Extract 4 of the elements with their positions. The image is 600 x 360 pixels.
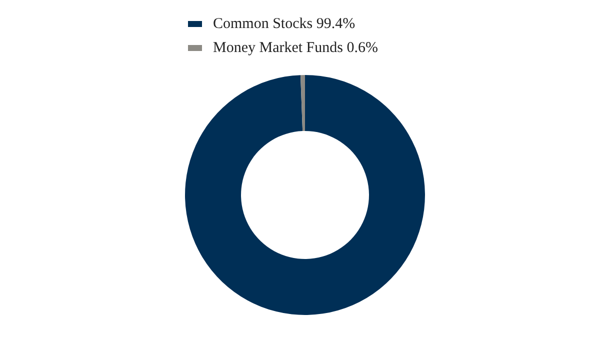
legend-label: Common Stocks 99.4% [213, 16, 356, 32]
donut-slice [300, 75, 305, 132]
donut-slice [185, 75, 425, 315]
legend-label: Money Market Funds 0.6% [213, 40, 378, 56]
